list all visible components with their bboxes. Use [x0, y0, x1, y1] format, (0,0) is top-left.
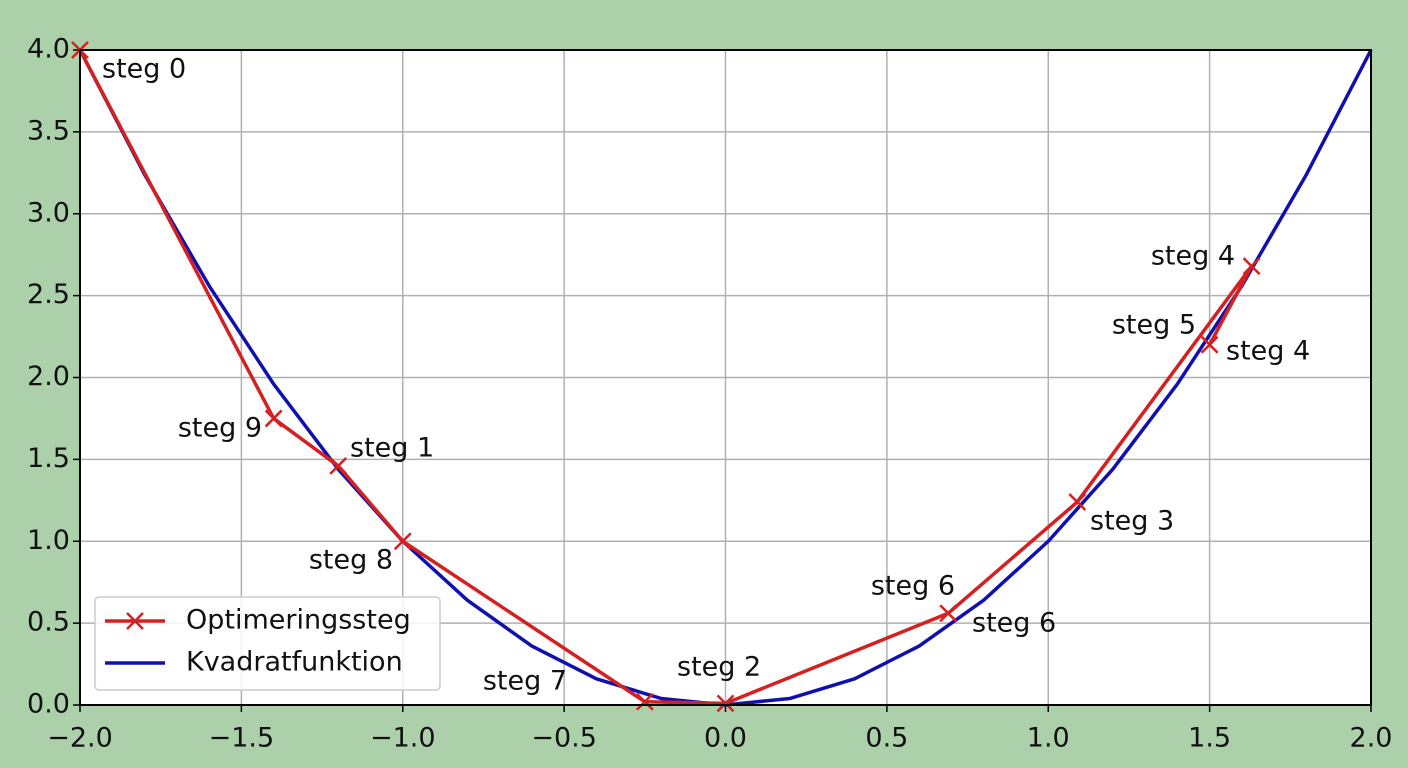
x-tick-label: −0.5: [531, 723, 597, 754]
marker: [1242, 257, 1261, 276]
annotation: steg 8: [309, 545, 393, 576]
marker: [1068, 493, 1087, 511]
legend-box: [94, 596, 441, 691]
marker: [393, 532, 412, 551]
series-line: [78, 49, 1254, 706]
x-tick-label: 2.0: [1350, 723, 1393, 754]
annotation: steg 7: [483, 666, 567, 697]
legend-label: Kvadratfunktion: [186, 647, 403, 678]
annotation: steg 9: [178, 413, 262, 444]
annotation: steg 4: [1226, 336, 1310, 367]
x-tick-label: 0.0: [704, 723, 747, 754]
legend-marker: [126, 612, 144, 630]
marker: [716, 694, 735, 713]
y-tick-label: 3.5: [27, 115, 70, 146]
marker: [329, 457, 348, 475]
x-tick-label: −2.0: [47, 723, 113, 754]
y-tick-label: 4.0: [27, 34, 70, 65]
x-tick-label: −1.0: [370, 723, 436, 754]
marker: [264, 409, 283, 428]
y-tick-label: 0.5: [27, 607, 70, 638]
y-tick-label: 2.0: [27, 361, 70, 392]
x-tick-label: 1.5: [1188, 723, 1231, 754]
x-tick-label: 0.5: [865, 723, 908, 754]
annotation: steg 0: [102, 54, 186, 85]
marker: [635, 692, 654, 711]
annotation: steg 4: [1151, 241, 1235, 272]
annotation: steg 6: [972, 608, 1056, 639]
annotation: steg 3: [1090, 506, 1174, 537]
annotation: steg 2: [677, 652, 761, 683]
marker: [939, 604, 958, 623]
annotation: steg 6: [871, 571, 955, 602]
y-tick-label: 1.5: [27, 443, 70, 474]
marker: [1200, 335, 1219, 354]
annotation: steg 1: [350, 433, 434, 464]
x-tick-label: −1.5: [209, 723, 275, 754]
legend-label: Optimeringssteg: [186, 605, 411, 636]
y-tick-label: 3.0: [27, 197, 70, 228]
x-tick-label: 1.0: [1027, 723, 1070, 754]
plot-frame: [79, 49, 1372, 706]
y-tick-label: 2.5: [27, 279, 70, 310]
y-tick-label: 0.0: [27, 689, 70, 720]
annotation: steg 5: [1112, 310, 1196, 341]
y-tick-label: 1.0: [27, 525, 70, 556]
